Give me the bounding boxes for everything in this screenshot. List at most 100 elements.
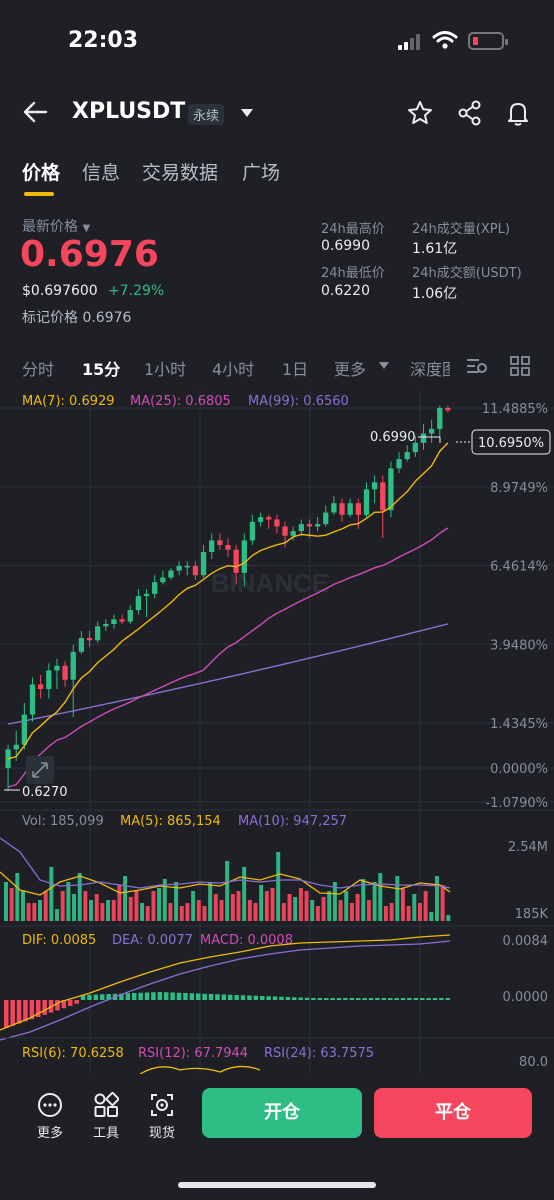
- candle-body: [445, 408, 451, 411]
- bell-icon[interactable]: [504, 99, 532, 127]
- low-label: 24h最低价: [321, 266, 385, 281]
- y-axis-label: 1.4345%: [490, 717, 548, 732]
- amount-value: 1.06亿: [412, 286, 458, 302]
- volume-bar: [383, 906, 388, 921]
- interval-1h[interactable]: 1小时: [144, 360, 187, 379]
- volume-bar: [32, 903, 37, 921]
- macd-bar: [144, 992, 150, 1000]
- volume-bar: [15, 873, 20, 921]
- volume-bar: [49, 867, 54, 921]
- macd-bar: [349, 998, 355, 1000]
- macd-bar: [16, 1000, 22, 1024]
- volume-bar: [253, 903, 258, 921]
- volume-bar: [106, 900, 111, 921]
- tab-price[interactable]: 价格: [22, 162, 61, 184]
- candle-body: [282, 526, 288, 536]
- interval-15m[interactable]: 15分: [82, 360, 121, 379]
- candle-body: [46, 670, 52, 690]
- volume-bar: [123, 876, 128, 921]
- volume-bar: [43, 891, 48, 921]
- volume-bar: [230, 894, 235, 921]
- macd-bar: [74, 1000, 79, 1004]
- macd-bar: [157, 992, 163, 1000]
- amount-label: 24h成交额(USDT): [412, 266, 522, 281]
- open-position-button[interactable]: 开仓: [202, 1088, 362, 1138]
- volume-bar: [9, 888, 14, 921]
- volume-bar: [72, 894, 77, 921]
- close-position-button[interactable]: 平仓: [374, 1088, 532, 1138]
- interval-4h[interactable]: 4小时: [212, 360, 255, 379]
- macd-bar: [36, 1000, 41, 1017]
- status-time: 22:03: [68, 28, 139, 53]
- star-icon[interactable]: [406, 99, 434, 127]
- ma99-path: [7, 623, 449, 725]
- macd-bar: [29, 1000, 35, 1020]
- more-caret-icon: [379, 362, 389, 369]
- current-price-tag[interactable]: [471, 429, 551, 455]
- macd-bar: [400, 998, 406, 1000]
- tab-trading-data[interactable]: 交易数据: [142, 162, 219, 184]
- macd-bar: [176, 992, 182, 1000]
- tab-square[interactable]: 广场: [242, 162, 281, 184]
- macd-y-zero: 0.0000: [503, 990, 549, 1005]
- high-value: 0.6990: [321, 238, 370, 254]
- price-change: +7.29%: [108, 283, 165, 299]
- rsi12-legend: RSI(12): 67.7944: [138, 1046, 248, 1061]
- volume-bar: [242, 867, 247, 921]
- caret-down-small-icon: ▼: [82, 223, 91, 234]
- volume-bar: [304, 891, 309, 921]
- volume-bar: [400, 888, 405, 921]
- status-bar: 22:03: [0, 0, 554, 84]
- interval-timeline[interactable]: 分时: [22, 360, 55, 379]
- spot-button[interactable]: 现货: [142, 1092, 182, 1141]
- y-axis-labels: 11.4885% 8.9749% 6.4614% 3.9480% 1.4345% 0.00…: [482, 402, 548, 811]
- macd-bar: [106, 994, 111, 1000]
- candle-body: [314, 524, 321, 527]
- macd-legend: MACD: 0.0008: [200, 933, 293, 948]
- candle-body: [331, 503, 337, 513]
- rsi24-legend: RSI(24): 63.7575: [264, 1046, 374, 1061]
- volume-bar: [298, 888, 303, 921]
- vol-ma10-legend: MA(10): 947,257: [238, 814, 347, 829]
- tab-info[interactable]: 信息: [82, 162, 121, 184]
- macd-bar: [439, 998, 444, 1000]
- mark-price: 标记价格 0.6976: [22, 307, 131, 327]
- watermark: BINANCE: [211, 568, 329, 598]
- last-price-label[interactable]: 最新价格 ▼: [22, 216, 90, 236]
- interval-1d[interactable]: 1日: [282, 360, 309, 379]
- indicator-settings-icon[interactable]: [466, 356, 488, 376]
- interval-more[interactable]: 更多: [334, 360, 367, 379]
- macd-bar: [407, 998, 412, 1000]
- symbol-title[interactable]: XPLUSDT: [72, 99, 186, 124]
- spot-label: 现货: [148, 1126, 175, 1141]
- candle-body: [225, 545, 231, 550]
- back-arrow-icon[interactable]: [22, 100, 48, 124]
- kline-chart[interactable]: BINANCE 11.4885% 8.9749% 6.4614% 3.9480% 1.4…: [0, 384, 554, 1074]
- macd-bar: [125, 993, 131, 1000]
- macd-bar: [202, 993, 207, 1000]
- volume-bar: [77, 873, 82, 921]
- macd-bar: [68, 1000, 73, 1006]
- candle-body: [127, 610, 133, 622]
- grid-layout-icon[interactable]: [510, 356, 530, 376]
- tools-button[interactable]: 工具: [86, 1092, 126, 1141]
- more-button[interactable]: 更多: [30, 1092, 70, 1141]
- candle-body: [62, 665, 68, 680]
- volume-bar: [100, 903, 105, 921]
- volume-bar: [128, 897, 133, 921]
- candle-body: [217, 540, 223, 546]
- mark-price-value: 0.6976: [82, 310, 132, 326]
- macd-bar: [362, 998, 367, 1000]
- macd-bar: [298, 997, 303, 1000]
- macd-y-max: 0.0084: [503, 934, 549, 949]
- caret-down-icon[interactable]: [240, 108, 254, 118]
- macd-bar: [266, 996, 271, 1000]
- interval-depth[interactable]: 深度图: [410, 360, 450, 379]
- candle-body: [95, 626, 101, 641]
- volume-bar: [264, 891, 269, 921]
- tools-icon: [94, 1092, 120, 1117]
- macd-bar: [138, 992, 143, 1000]
- macd-bar: [253, 995, 259, 1000]
- candles: [5, 405, 451, 792]
- share-icon[interactable]: [456, 99, 484, 127]
